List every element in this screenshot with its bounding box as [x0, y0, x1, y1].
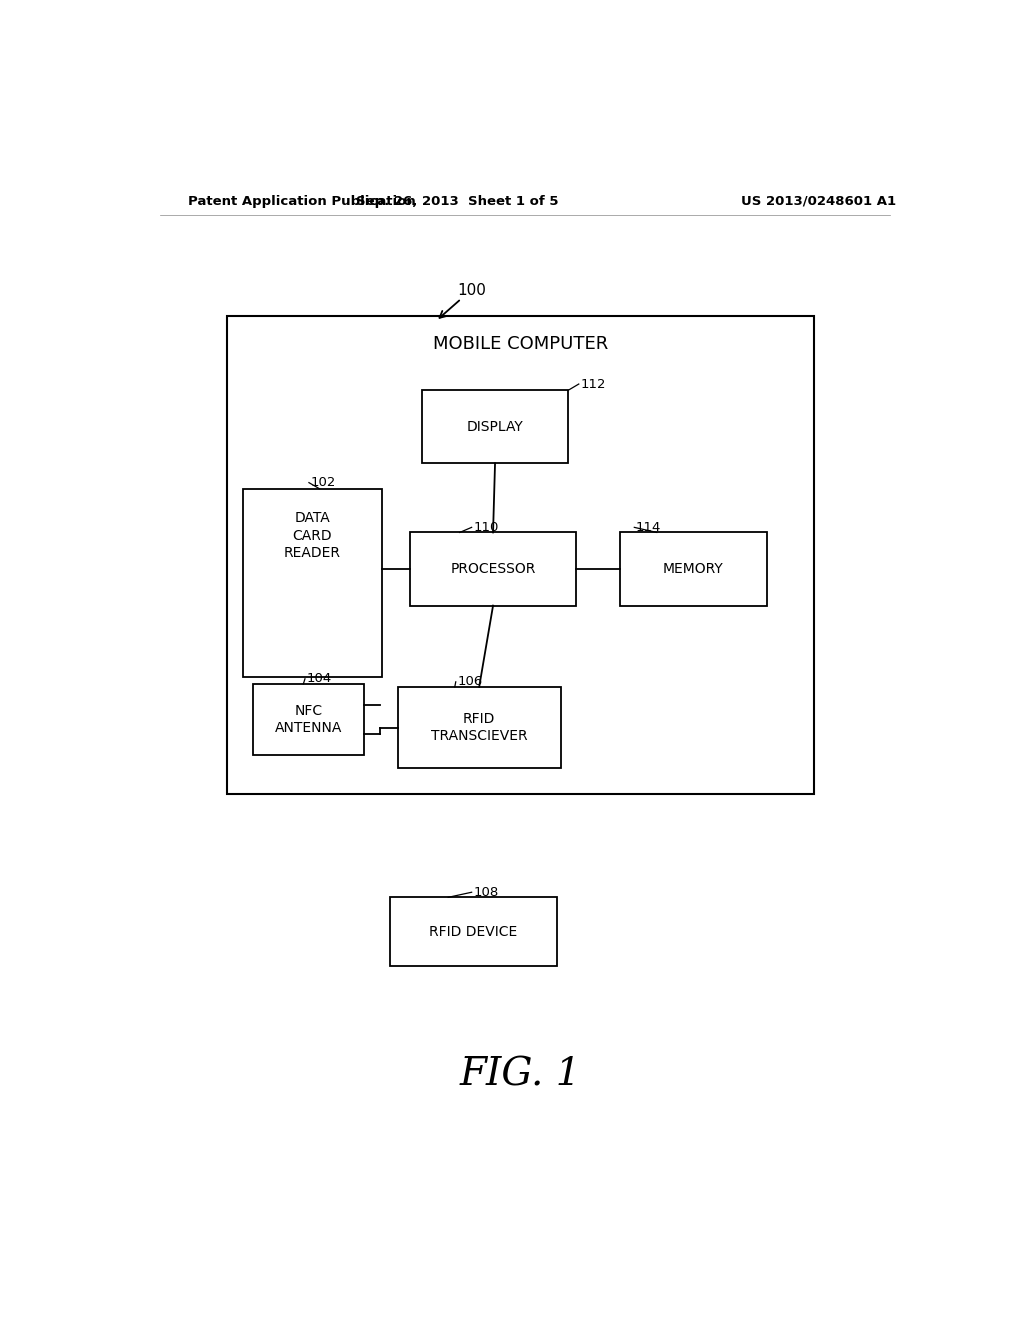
Bar	[253, 684, 365, 755]
Text: 100: 100	[458, 282, 486, 298]
Bar	[422, 391, 568, 463]
Bar	[243, 488, 382, 677]
Bar	[390, 898, 557, 966]
Text: MEMORY: MEMORY	[664, 562, 724, 576]
Text: FIG. 1: FIG. 1	[460, 1057, 582, 1094]
Text: 114: 114	[636, 521, 662, 533]
Text: Sep. 26, 2013  Sheet 1 of 5: Sep. 26, 2013 Sheet 1 of 5	[356, 194, 559, 207]
Text: 102: 102	[310, 477, 336, 490]
Bar	[397, 686, 560, 768]
Bar	[620, 532, 767, 606]
Bar	[227, 315, 814, 793]
Text: RFID
TRANSCIEVER: RFID TRANSCIEVER	[431, 711, 527, 743]
Text: DISPLAY: DISPLAY	[467, 420, 523, 434]
Text: 104: 104	[306, 672, 332, 685]
Text: Patent Application Publication: Patent Application Publication	[187, 194, 416, 207]
Text: MOBILE COMPUTER: MOBILE COMPUTER	[433, 335, 608, 354]
Text: PROCESSOR: PROCESSOR	[451, 562, 536, 576]
Text: 106: 106	[458, 676, 482, 688]
Text: US 2013/0248601 A1: US 2013/0248601 A1	[741, 194, 896, 207]
Text: DATA
CARD
READER: DATA CARD READER	[284, 511, 341, 560]
Text: 110: 110	[473, 521, 499, 533]
Bar	[410, 532, 577, 606]
Text: RFID DEVICE: RFID DEVICE	[429, 925, 517, 939]
Text: NFC
ANTENNA: NFC ANTENNA	[275, 704, 343, 735]
Text: 112: 112	[581, 378, 606, 391]
Text: 108: 108	[473, 886, 499, 899]
